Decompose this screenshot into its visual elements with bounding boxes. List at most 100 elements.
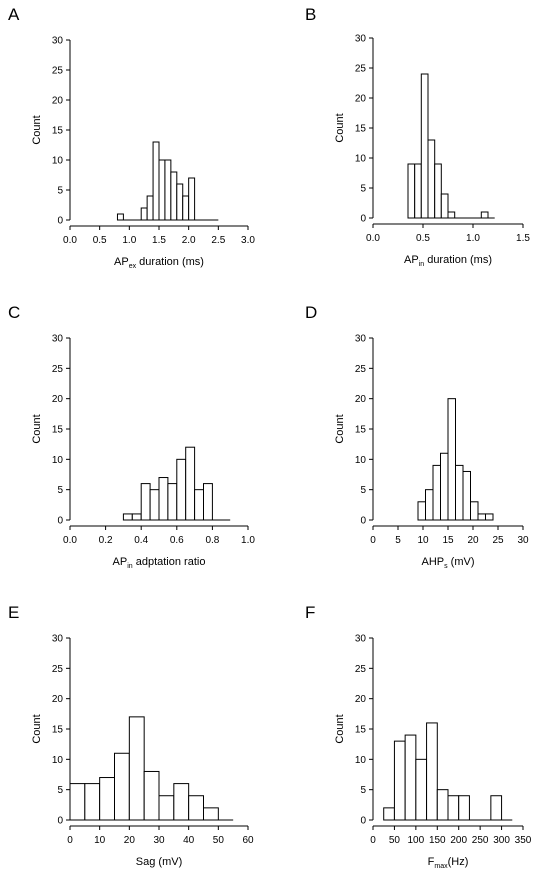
histogram-bar [485,513,494,521]
histogram-bar [194,489,205,521]
y-tick-label: 5 [360,485,366,496]
y-tick-label: 30 [355,334,367,345]
y-axis-label: Count [334,714,346,743]
x-tick-label: 40 [183,835,195,846]
x-tick-label: 0.5 [93,235,107,246]
x-axis-label-main: AHP [421,556,444,568]
x-axis-label-main: F [428,856,435,868]
x-tick-label: 0 [370,835,376,846]
x-tick-label: 0.0 [366,233,380,244]
x-axis-label: APin adptation ratio [113,556,206,570]
y-tick-label: 25 [355,364,367,375]
histogram-bar [490,795,503,821]
x-tick-label: 10 [417,535,429,546]
x-tick-label: 25 [492,535,504,546]
x-tick-label: 0.0 [63,535,77,546]
x-axis-label-rest: (mV) [448,556,475,568]
histogram-bar [462,470,471,521]
y-tick-label: 10 [52,156,64,167]
y-tick-label: 15 [52,725,64,736]
x-axis-label-main: AP [113,556,128,568]
y-tick-label: 10 [52,455,64,466]
panel-letter: B [305,5,316,24]
histogram-bar [407,163,416,219]
histogram-bar [414,163,422,219]
y-tick-label: 5 [360,184,366,195]
x-axis-label: Fmax(Hz) [428,856,469,870]
y-tick-label: 15 [355,425,367,436]
histogram-bar [158,477,169,521]
x-axis-label-rest: (mV) [155,856,182,868]
x-axis-label-rest: (Hz) [448,856,469,868]
histogram-bar [176,458,187,521]
x-axis-label-subscript: max [434,863,448,870]
x-axis-label: APex duration (ms) [114,256,204,270]
histogram-bar [447,795,460,821]
x-tick-label: 1.5 [516,233,530,244]
histogram-bar [188,795,205,821]
y-tick-label: 20 [355,394,367,405]
x-axis-label-main: AP [114,256,129,268]
x-axis-label-main: AP [404,254,419,266]
y-tick-label: 15 [355,725,367,736]
panel-letter: C [8,303,20,322]
histogram-bar [173,783,190,821]
y-tick-label: 25 [52,364,64,375]
x-tick-label: 0 [370,535,376,546]
histogram-bar [164,159,172,221]
y-tick-label: 25 [355,664,367,675]
y-tick-label: 25 [355,64,367,75]
histogram-bar [420,73,429,219]
histogram-bar [404,734,417,821]
x-tick-label: 200 [450,835,467,846]
histogram-bar [182,195,190,221]
y-tick-label: 0 [57,816,63,827]
histogram-bar [432,464,441,521]
y-tick-label: 30 [355,634,367,645]
y-tick-label: 25 [52,664,64,675]
x-tick-label: 0.5 [416,233,430,244]
panel-d: D 0 5 10 15 20 25 30 0 5 10 15 20 25 30 Count AHPs (mV) [305,303,529,570]
y-tick-label: 5 [57,485,63,496]
x-tick-label: 300 [493,835,510,846]
x-tick-label: 150 [429,835,446,846]
x-axis-label: APin duration (ms) [404,254,492,268]
x-tick-label: 20 [124,835,136,846]
histogram-bar [140,207,148,221]
histogram-bar [440,193,449,219]
histogram-bar [203,807,219,821]
y-tick-label: 30 [52,634,64,645]
panel-letter: E [8,603,19,622]
y-tick-label: 15 [52,126,64,137]
histogram-bar [434,163,442,219]
x-tick-label: 50 [389,835,401,846]
histogram-bar [415,758,428,821]
histogram-bar [140,483,151,521]
y-tick-label: 0 [57,216,63,227]
histogram-bar [203,483,213,521]
histogram-bar [477,513,486,521]
histogram-bar [185,446,196,521]
x-tick-label: 3.0 [241,235,255,246]
x-axis-label-subscript: in [127,563,133,570]
x-tick-label: 350 [515,835,532,846]
histogram-bar [426,722,438,821]
y-tick-label: 20 [52,694,64,705]
histogram-bar [170,171,178,221]
y-tick-label: 0 [360,816,366,827]
x-axis-label-subscript: s [444,563,448,570]
histogram-bar [143,770,160,821]
x-tick-label: 1.5 [152,235,166,246]
histogram-bar [158,795,175,821]
x-tick-label: 2.0 [182,235,196,246]
histogram-bar [114,752,130,821]
x-tick-label: 10 [94,835,106,846]
x-tick-label: 0.8 [205,535,219,546]
x-tick-label: 20 [467,535,479,546]
histogram-bar [158,159,166,221]
panel-e: E 0 5 10 15 20 25 30 0 10 20 30 40 50 60 Count Sag (mV) [8,603,254,868]
histogram-bar [455,464,464,521]
y-axis-label: Count [334,113,346,142]
y-tick-label: 30 [52,334,64,345]
histogram-bar [417,501,426,521]
